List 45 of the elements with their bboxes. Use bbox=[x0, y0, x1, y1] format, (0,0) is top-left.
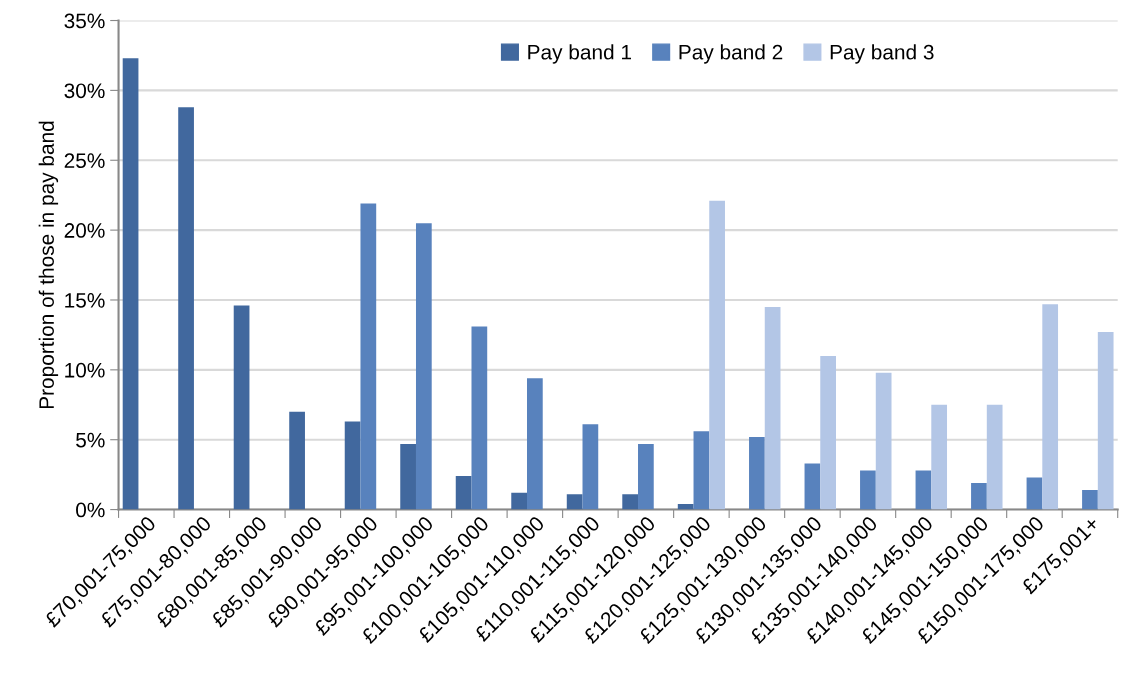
bar bbox=[1026, 477, 1043, 510]
bar bbox=[915, 470, 932, 510]
y-tick-label: 25% bbox=[64, 153, 105, 169]
bar bbox=[622, 494, 639, 510]
bar bbox=[677, 503, 694, 510]
bar bbox=[820, 355, 836, 510]
legend-label: Pay band 1 bbox=[528, 44, 631, 64]
bar bbox=[566, 494, 583, 510]
bar bbox=[875, 372, 892, 510]
bar bbox=[455, 476, 472, 510]
bar bbox=[804, 463, 821, 510]
bar bbox=[749, 436, 765, 510]
bar bbox=[860, 470, 876, 510]
bar bbox=[638, 443, 654, 510]
bar bbox=[709, 200, 725, 510]
bar bbox=[764, 306, 781, 510]
y-tick-label: 35% bbox=[64, 13, 105, 29]
bar bbox=[527, 378, 543, 510]
bar bbox=[1082, 490, 1098, 510]
bar bbox=[178, 107, 194, 510]
y-tick-label: 5% bbox=[76, 432, 105, 448]
y-axis-title: Proportion of those in pay band bbox=[38, 121, 59, 409]
bar bbox=[344, 421, 361, 510]
bar bbox=[233, 305, 250, 510]
bar bbox=[360, 203, 377, 510]
bar bbox=[582, 424, 599, 510]
bar bbox=[511, 492, 527, 510]
y-tick-label: 30% bbox=[64, 83, 105, 99]
bar bbox=[986, 404, 1003, 510]
bar bbox=[1042, 304, 1059, 510]
bar bbox=[122, 58, 139, 510]
bar bbox=[289, 411, 305, 510]
y-tick-label: 20% bbox=[64, 223, 105, 238]
bar bbox=[693, 431, 710, 510]
bar bbox=[415, 223, 432, 510]
legend-label: Pay band 2 bbox=[679, 44, 783, 64]
y-tick-label: 15% bbox=[65, 293, 105, 308]
bar bbox=[400, 443, 416, 510]
bar bbox=[971, 483, 987, 510]
bar bbox=[471, 326, 488, 510]
legend-label: Pay band 3 bbox=[830, 44, 934, 64]
y-tick-label: 10% bbox=[65, 362, 105, 378]
y-tick-label: 0% bbox=[76, 502, 105, 518]
bar bbox=[1097, 332, 1114, 510]
bar bbox=[931, 404, 948, 510]
